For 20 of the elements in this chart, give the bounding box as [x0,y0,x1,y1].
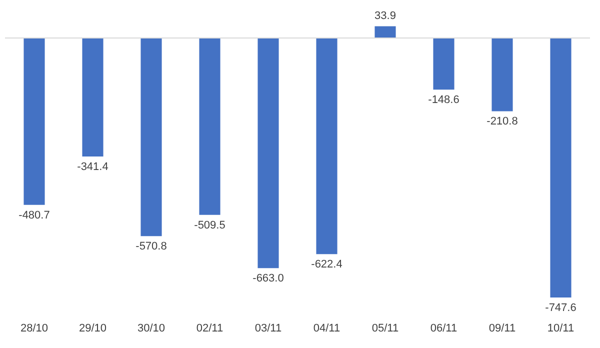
data-label: -622.4 [311,258,342,271]
x-tick-label: 03/11 [254,322,282,334]
x-tick-label: 29/10 [78,322,107,334]
data-label: -747.6 [545,302,576,314]
data-label: 33.9 [374,10,396,22]
data-label: -570.8 [136,240,167,253]
data-label: -210.8 [486,116,518,128]
data-label: -341.4 [77,161,108,174]
data-label: -480.7 [18,209,50,222]
x-tick-label: 04/11 [313,322,340,334]
data-label: -663.0 [252,272,284,285]
data-label: -509.5 [194,219,226,232]
x-tick-label: 09/11 [488,322,516,334]
x-tick-label: 02/11 [196,322,224,334]
x-tick-label: 05/11 [372,322,399,334]
data-label: -148.6 [428,94,460,106]
x-tick-label: 30/10 [137,322,166,334]
x-tick-label: 10/11 [547,322,574,334]
x-tick-label: 28/10 [20,322,48,334]
x-tick-label: 06/11 [430,322,458,334]
